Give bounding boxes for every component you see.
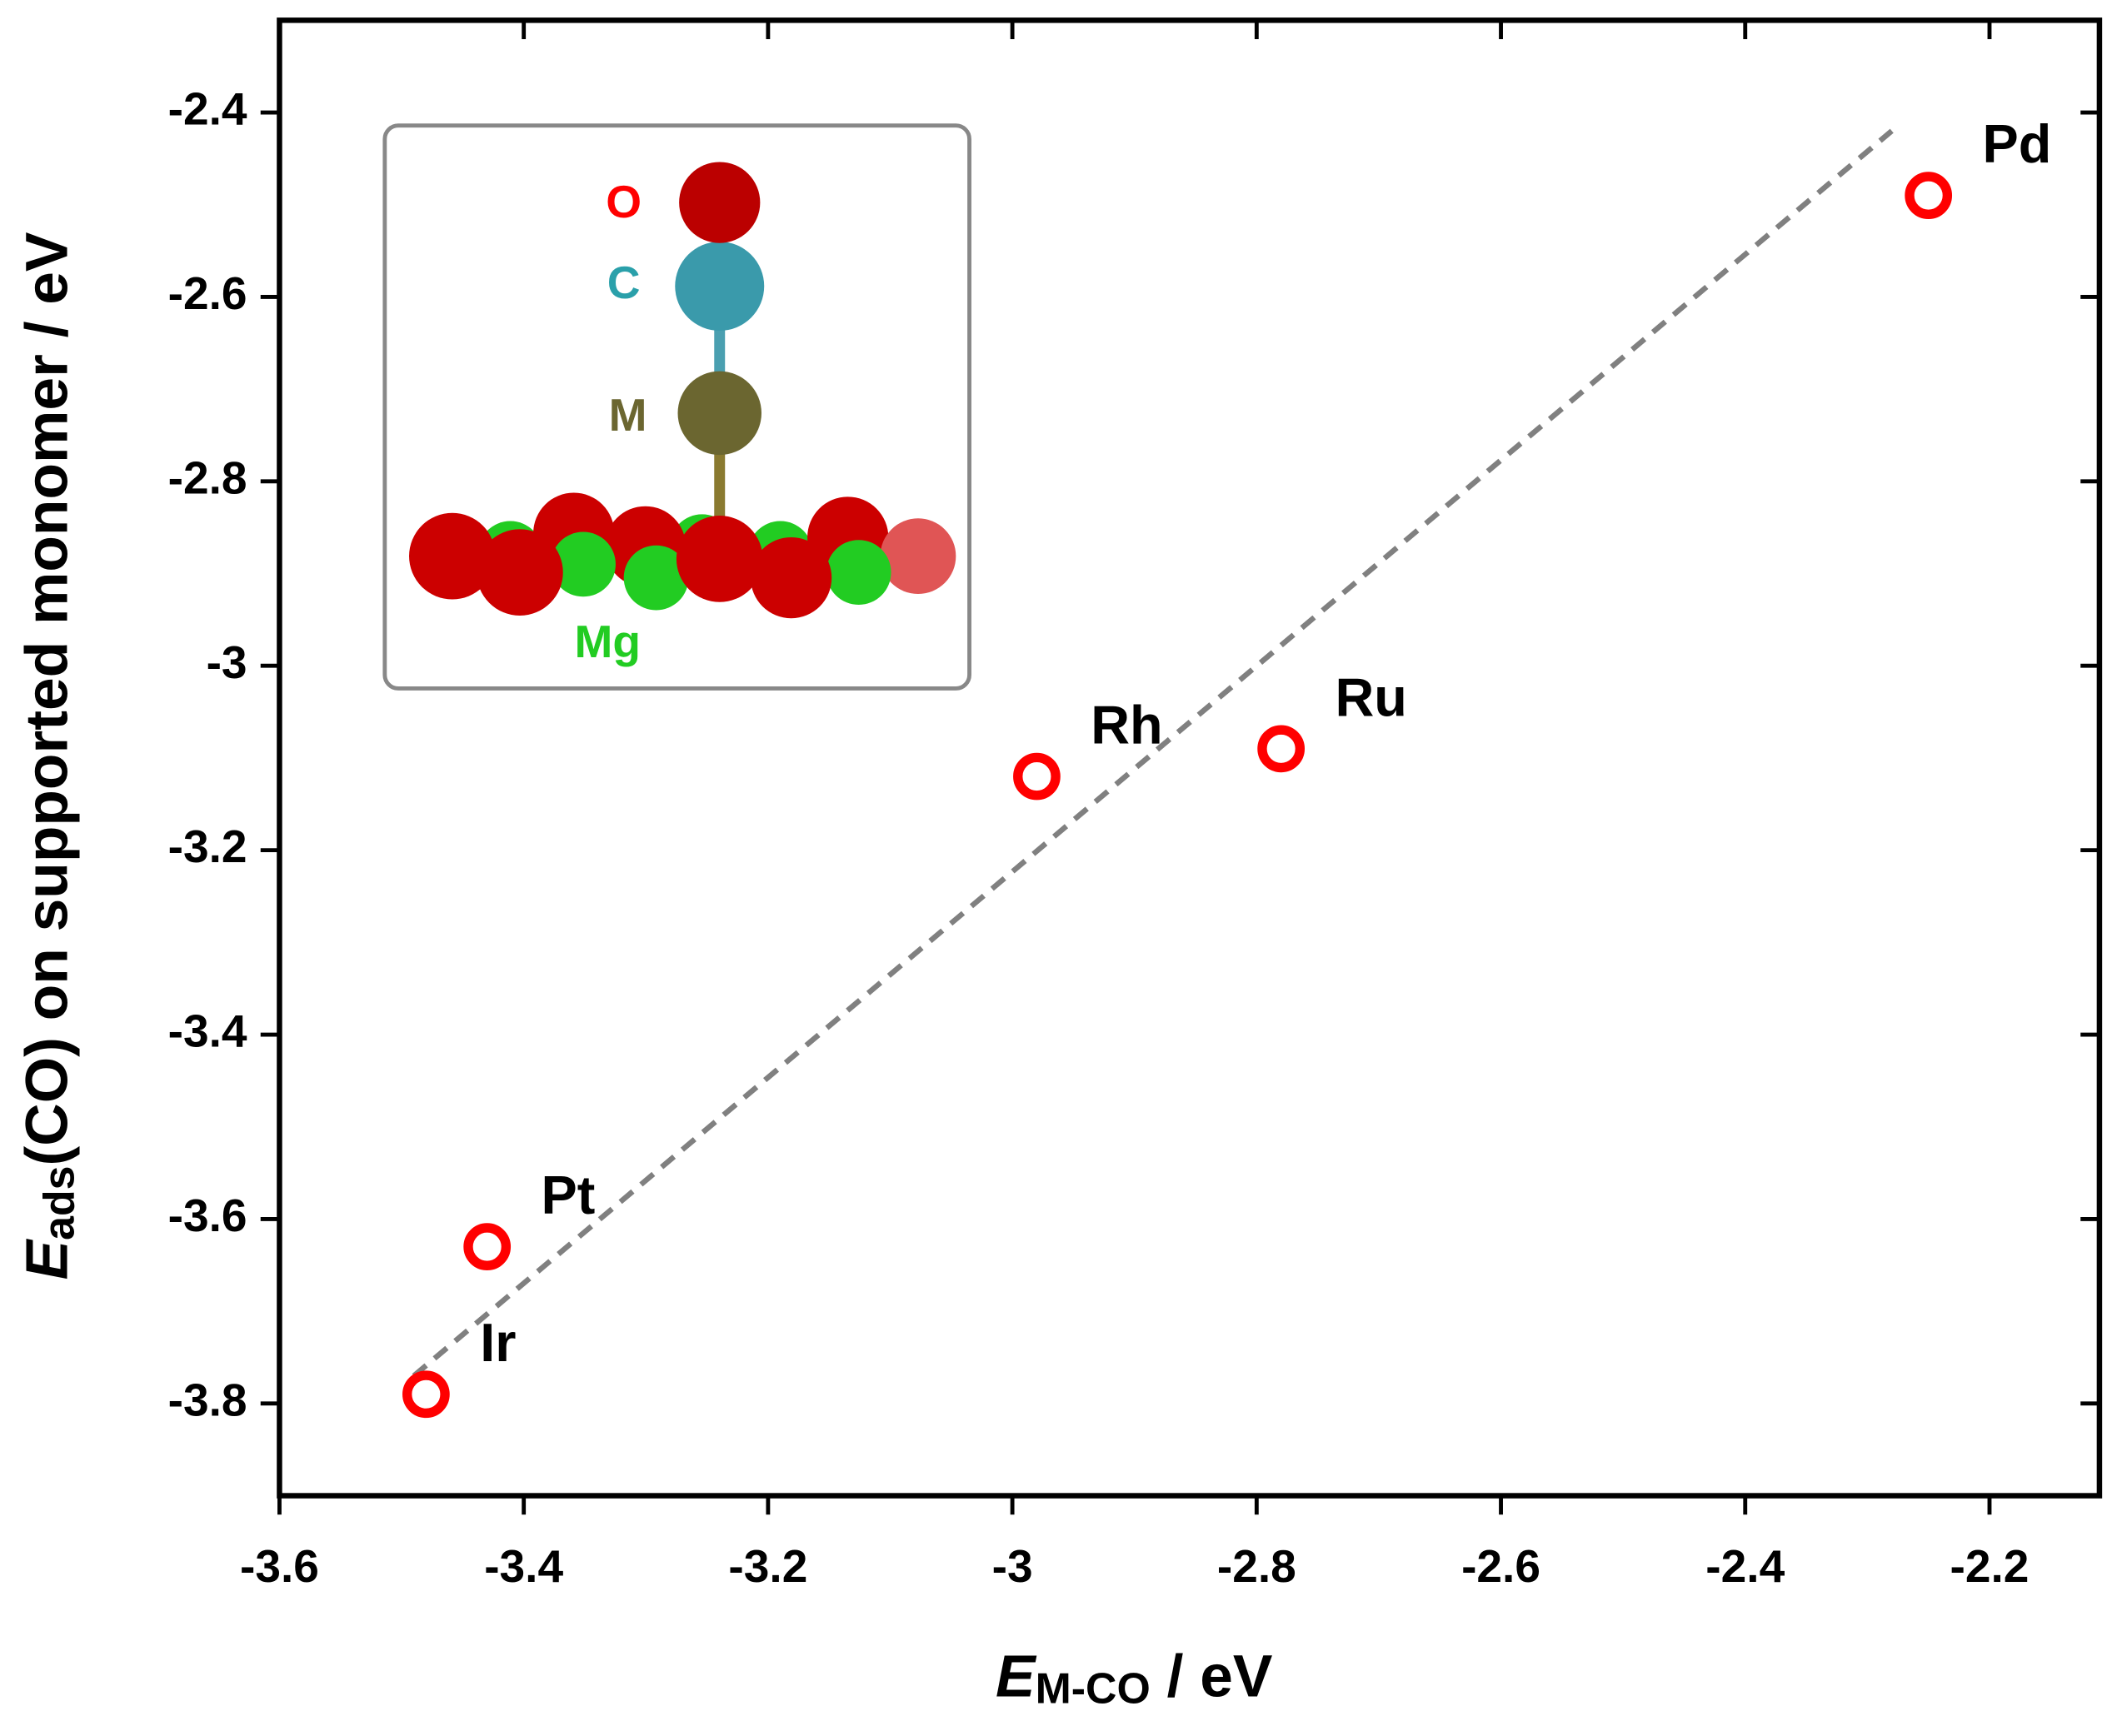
x-tick-label: -3.2: [728, 1540, 807, 1592]
y-tick-label: -3.6: [168, 1190, 247, 1241]
point-label: Rh: [1091, 694, 1162, 755]
inset: O C M Mg: [382, 123, 971, 691]
point-label: Pd: [1982, 113, 2051, 174]
inset-frame: [382, 123, 971, 691]
inset-label: O: [606, 176, 642, 227]
point: [1905, 172, 1953, 220]
point-label: Ru: [1335, 666, 1406, 727]
x-tick-label: -2.4: [1705, 1540, 1785, 1592]
y-tick-label: -3.2: [168, 821, 247, 872]
y-tick-label: -3: [207, 636, 247, 688]
x-tick-label: -2.8: [1217, 1540, 1296, 1592]
x-tick-label: -2.2: [1950, 1540, 2030, 1592]
y-axis-label: Eads(CO) on supported monomer / eV: [13, 232, 82, 1280]
x-label-main: E: [996, 1643, 1037, 1709]
point: [402, 1370, 450, 1419]
atom-c: [675, 242, 765, 332]
y-label-sub: ads: [34, 1166, 82, 1240]
x-axis-label: EM-CO / eV: [996, 1643, 1273, 1712]
point-label: Ir: [480, 1312, 516, 1373]
point: [463, 1223, 512, 1271]
point: [1257, 725, 1306, 773]
x-tick-label: -3.4: [484, 1540, 563, 1592]
inset-label: Mg: [574, 616, 641, 667]
inset-label: M: [609, 389, 647, 441]
y-tick-label: -3.4: [168, 1005, 247, 1057]
y-tick-label: -2.4: [168, 83, 247, 135]
x-tick-label: -2.6: [1461, 1540, 1540, 1592]
plot-frame: [277, 17, 2103, 1499]
y-tick-label: -3.8: [168, 1374, 247, 1425]
x-label-sub: M-CO: [1036, 1664, 1151, 1712]
point-label: Pt: [542, 1165, 596, 1225]
x-tick-label: -3: [992, 1540, 1033, 1592]
x-label-rest: / eV: [1151, 1643, 1273, 1709]
surface: [409, 492, 956, 619]
atom-m: [677, 371, 761, 456]
point: [1013, 752, 1061, 801]
y-label-rest: (CO) on supported monomer / eV: [13, 232, 80, 1165]
y-label-main: E: [13, 1238, 80, 1280]
inset-label: C: [607, 257, 641, 308]
y-tick-label: -2.6: [168, 267, 247, 319]
atom-o: [679, 162, 761, 243]
x-tick-label: -3.6: [240, 1540, 319, 1592]
y-tick-label: -2.8: [168, 451, 247, 503]
